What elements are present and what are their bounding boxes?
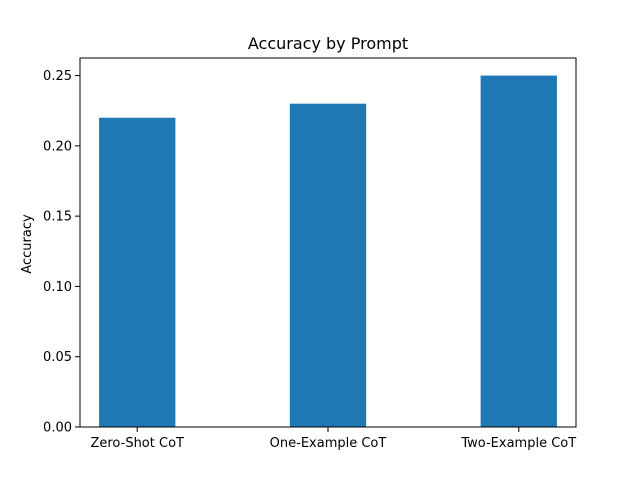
y-tick-label: 0.20	[43, 139, 72, 154]
x-tick-label: Zero-Shot CoT	[90, 436, 184, 451]
y-tick-label: 0.25	[43, 69, 72, 84]
plot-frame	[79, 57, 577, 428]
y-tick-label: 0.15	[43, 210, 72, 225]
y-axis-ticks: 0.00 0.05 0.10 0.15 0.20 0.25	[43, 69, 80, 436]
y-tick-label: 0.00	[43, 421, 72, 436]
chart-title: Accuracy by Prompt	[248, 34, 408, 53]
bar-0	[99, 117, 176, 427]
y-tick-label: 0.05	[43, 350, 72, 365]
bars-group	[99, 75, 557, 428]
bar-1	[289, 103, 367, 427]
y-tick-label: 0.10	[43, 280, 72, 295]
x-tick-label: Two-Example CoT	[460, 436, 576, 451]
bar-2	[480, 75, 557, 428]
x-tick-label: One-Example CoT	[270, 436, 387, 451]
x-axis-ticks: Zero-Shot CoT One-Example CoT Two-Example …	[90, 427, 576, 451]
y-axis-label: Accuracy	[20, 214, 35, 274]
